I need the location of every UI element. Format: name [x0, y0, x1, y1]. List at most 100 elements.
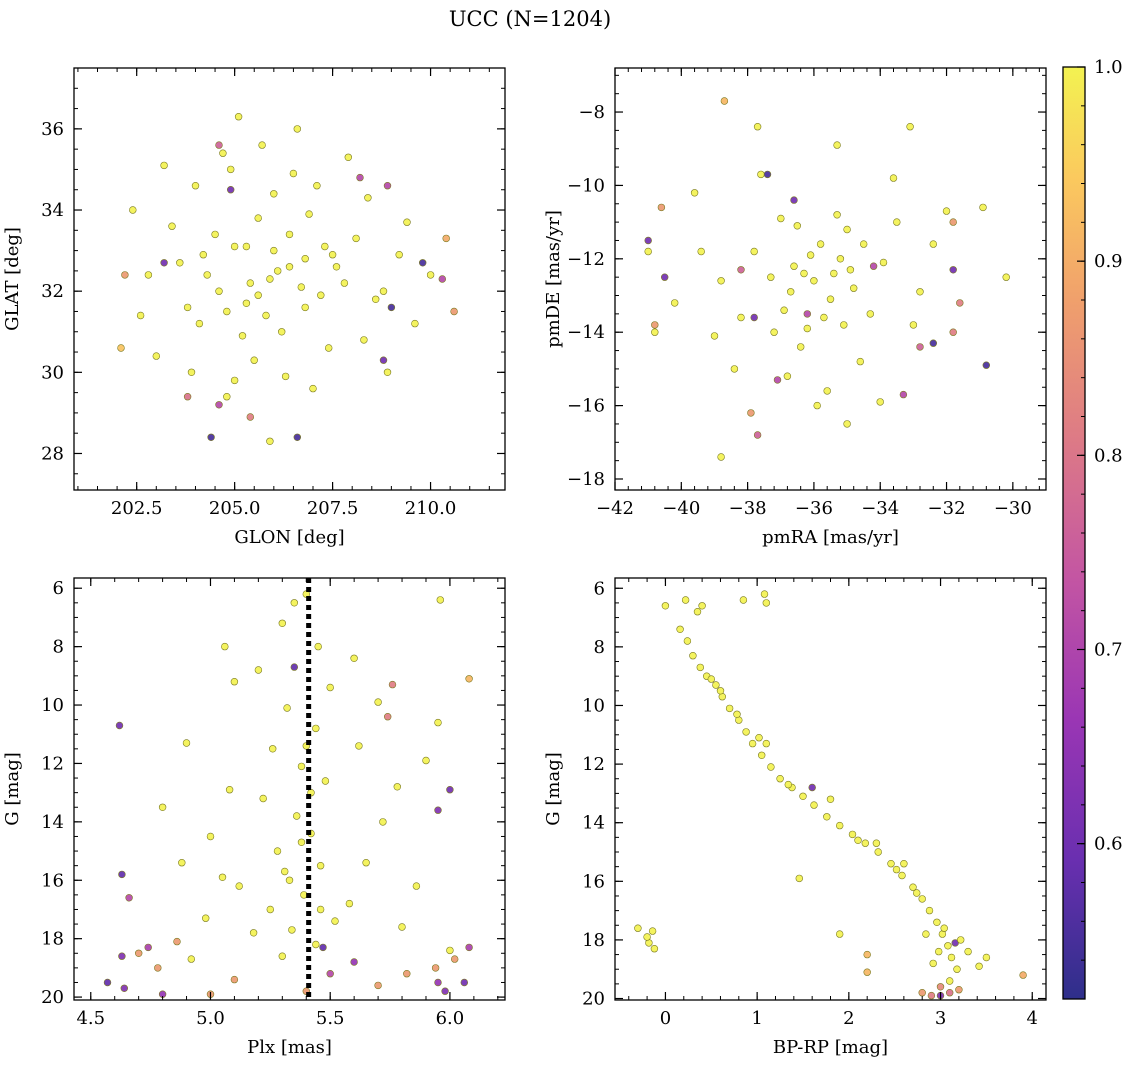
data-point [846, 266, 855, 274]
data-point [929, 240, 937, 248]
data-point [780, 306, 788, 314]
data-point [309, 384, 317, 393]
data-point [693, 607, 702, 616]
y-tick-label: −12 [567, 249, 605, 270]
data-point [460, 978, 468, 987]
data-point [717, 453, 725, 461]
data-point [258, 141, 266, 149]
data-point [644, 247, 652, 256]
data-point [790, 262, 798, 270]
data-point [434, 978, 442, 987]
data-point [773, 376, 782, 384]
data-point [266, 905, 274, 914]
data-point [215, 141, 223, 149]
data-point [784, 780, 792, 789]
x-tick-label: −36 [795, 498, 833, 519]
data-point [849, 284, 858, 292]
data-point [374, 698, 382, 706]
data-point [352, 234, 360, 243]
data-point [285, 263, 294, 271]
data-point [182, 739, 191, 747]
data-point [115, 721, 124, 730]
data-point [254, 666, 263, 674]
y-tick-label: 30 [41, 362, 64, 383]
data-point [325, 344, 333, 352]
data-point [246, 279, 255, 287]
y-tick-label: 8 [53, 637, 64, 658]
colorbar-tick-label: 0.7 [1094, 640, 1123, 661]
data-point [840, 321, 848, 329]
data-point [235, 882, 243, 890]
colorbar-tick-label: 0.8 [1094, 445, 1123, 466]
data-point [374, 981, 382, 990]
data-point [345, 899, 354, 908]
points-parallax-magnitude [103, 590, 473, 998]
data-point [187, 368, 196, 376]
colorbar-tick-label: 0.6 [1094, 834, 1123, 855]
panel-parallax-magnitude: 4.5 5.0 5.5 6.0 6 8 10 12 14 16 18 20 Plx [mas] G [ma… [2, 577, 506, 1058]
data-point [770, 328, 778, 336]
data-point [833, 141, 841, 149]
data-point [916, 288, 924, 296]
data-point [737, 266, 745, 274]
data-point [206, 832, 215, 841]
data-point [321, 242, 329, 251]
data-point [117, 344, 125, 352]
y-tick-label: 20 [41, 987, 64, 1008]
ticks: 4.5 5.0 5.5 6.0 6 8 10 12 14 16 18 20 [41, 578, 505, 1029]
data-point [918, 895, 926, 903]
data-point [644, 236, 652, 245]
data-point [856, 357, 864, 366]
data-point [285, 230, 294, 239]
data-point [118, 952, 126, 960]
y-tick-label: 16 [582, 871, 605, 892]
data-point [312, 940, 320, 949]
data-point [936, 983, 945, 991]
data-point [866, 310, 874, 318]
data-point [136, 311, 145, 320]
points-proper-motion [644, 97, 1010, 461]
data-point [843, 420, 851, 428]
data-point [892, 865, 901, 874]
data-point [395, 251, 403, 259]
data-point [278, 952, 286, 960]
data-point [762, 739, 770, 748]
data-point [716, 687, 725, 695]
y-axis-label: GLAT [deg] [2, 227, 23, 331]
data-point [800, 269, 808, 278]
data-point [755, 733, 763, 742]
data-point [945, 977, 954, 985]
data-point [356, 173, 364, 182]
x-tick-label: 6.0 [436, 1008, 465, 1029]
data-point [223, 393, 231, 401]
data-point [441, 987, 449, 995]
data-point [218, 873, 227, 881]
data-point [293, 433, 301, 441]
data-point [135, 949, 143, 957]
data-point [129, 206, 137, 214]
ticks: −42 −40 −38 −36 −34 −32 −30 −18 −16 −14 −12 −10 −8 [567, 68, 1046, 519]
data-point [733, 710, 741, 718]
colorbar: 0.6 0.7 0.8 0.9 1.0 [1062, 57, 1123, 1000]
data-point [317, 291, 325, 299]
data-point [278, 328, 286, 336]
data-point [450, 307, 458, 316]
data-point [250, 356, 258, 364]
data-point [730, 365, 739, 373]
data-point [281, 867, 289, 876]
data-point [830, 269, 838, 278]
y-axis-label: G [mag] [543, 752, 564, 825]
data-point [918, 988, 926, 997]
data-point [328, 251, 337, 259]
data-point [955, 985, 963, 994]
data-point [403, 969, 411, 978]
data-point [808, 783, 816, 792]
data-point [227, 186, 235, 194]
data-point [297, 838, 306, 846]
data-point [297, 283, 305, 291]
data-point [725, 704, 734, 713]
data-point [944, 942, 952, 950]
data-point [278, 619, 286, 627]
data-point [383, 182, 392, 190]
y-tick-label: −16 [567, 396, 605, 417]
